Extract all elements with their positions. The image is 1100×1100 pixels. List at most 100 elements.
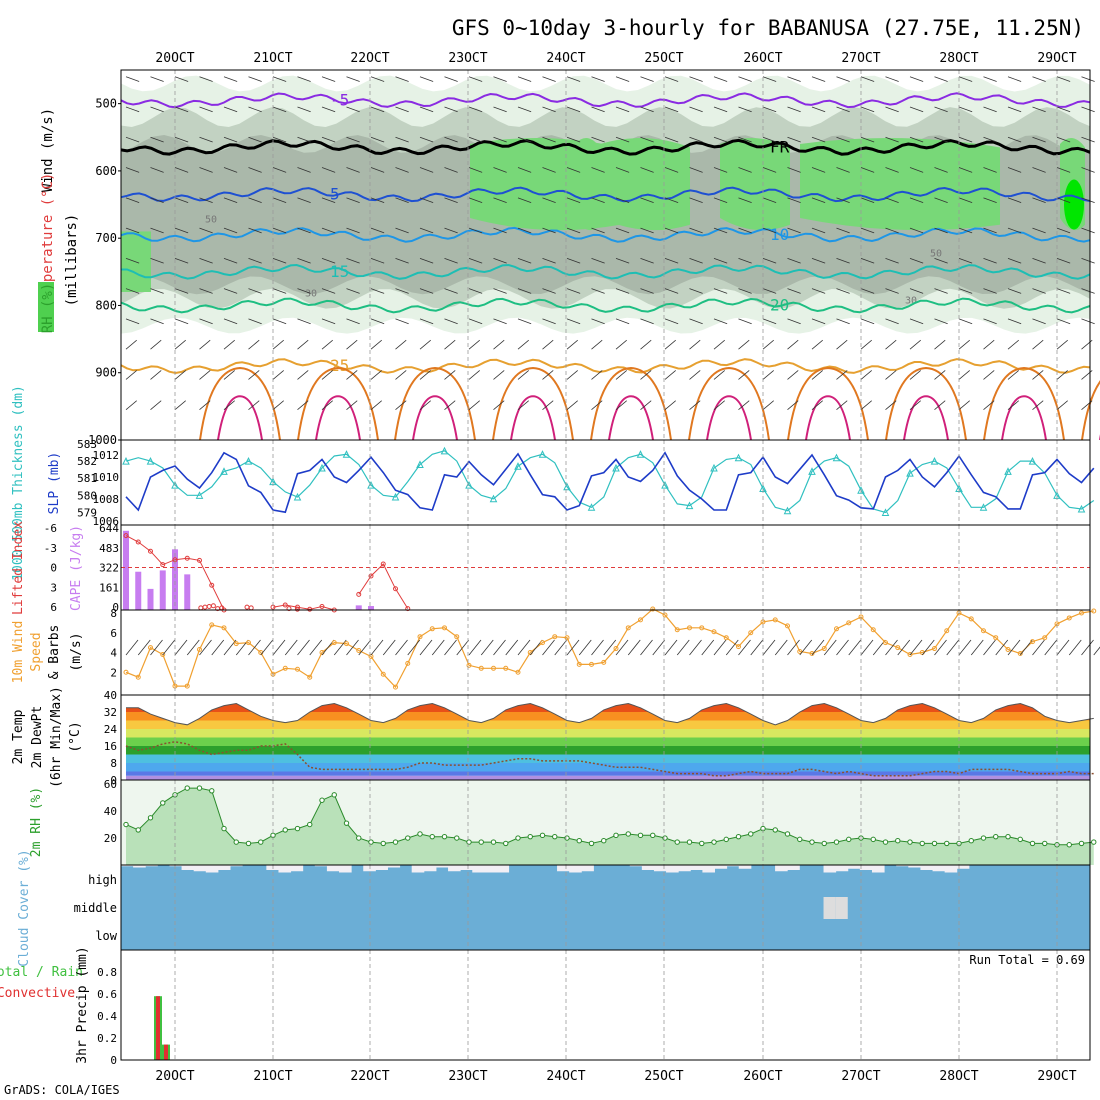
wind-barb <box>1007 167 1022 173</box>
rh-2m-point <box>846 836 852 843</box>
cloud-high-gap <box>496 865 510 873</box>
wind-speed-point <box>307 674 313 680</box>
isotherm-surface-lobe <box>199 367 281 441</box>
wind-barb <box>150 227 164 234</box>
wind-barb-10m <box>395 639 408 656</box>
wind-barb-10m <box>652 639 666 656</box>
thickness-tick-label: 583 <box>77 438 97 451</box>
wind-barb <box>909 167 924 173</box>
wind-barb <box>542 106 556 113</box>
wind-barb <box>640 136 654 143</box>
wind-barb <box>787 136 801 143</box>
wind-barb <box>248 167 262 173</box>
axis-label-temp: (6hr Min/Max) <box>49 686 64 788</box>
wind-barb <box>248 106 262 113</box>
isotherm-hot-lobe <box>315 395 361 441</box>
wind-barb <box>370 318 385 325</box>
cloud-high-gap <box>290 865 304 872</box>
rh-2m-point <box>1029 840 1036 847</box>
cloud-high-gap <box>193 865 207 872</box>
wind-barb <box>297 106 311 113</box>
wind-barb <box>885 227 899 234</box>
pressure-tick-label: 600 <box>95 164 117 178</box>
wind-barb <box>811 318 826 325</box>
wind-barb <box>223 76 238 82</box>
wind-barb <box>272 136 287 143</box>
wind-barb <box>125 318 140 325</box>
rh-2m-point <box>625 831 631 837</box>
wind-barb <box>174 106 189 113</box>
wind-speed-point <box>821 646 827 652</box>
wind-barb <box>199 167 213 173</box>
wind-barb <box>566 136 581 143</box>
rh-2m-point <box>405 835 411 841</box>
rh-contour-label: 50 <box>205 215 217 226</box>
wind-barb <box>811 76 826 82</box>
wind-speed-point <box>417 634 423 640</box>
rh-2m-point <box>735 833 742 840</box>
wind-barb-10m <box>284 639 298 656</box>
wind-barb <box>272 106 287 113</box>
wind-barb-10m <box>995 639 1009 656</box>
wind-barb <box>640 76 654 82</box>
date-label-bottom: 25OCT <box>644 1069 683 1084</box>
wind-barb <box>689 318 703 325</box>
wind-barb <box>738 318 752 325</box>
wind-barb <box>199 197 213 203</box>
date-label-top: 25OCT <box>644 51 683 66</box>
wind-barb <box>395 370 407 380</box>
thickness-point <box>832 453 841 462</box>
wind-barb <box>444 167 458 173</box>
wind-barb <box>958 227 973 234</box>
wind-barb <box>983 136 997 143</box>
wind-barb <box>860 400 872 411</box>
wind-barb <box>1032 400 1044 411</box>
wind-barb <box>150 106 164 113</box>
cloud-high-gap <box>375 865 388 870</box>
wind-barb <box>983 197 997 203</box>
precip-tick-label: 0.8 <box>97 966 117 979</box>
li-point <box>294 606 300 612</box>
wind-barb <box>370 339 382 350</box>
wind-barb-10m <box>186 639 200 656</box>
wind-barb <box>762 167 777 173</box>
wind-barb-10m <box>542 639 555 656</box>
cloud-high-gap <box>472 865 485 873</box>
wind-barb <box>566 370 578 380</box>
wind-barb <box>444 106 458 113</box>
wind-barb <box>909 106 924 113</box>
cloud-cover-panel: high middle low Cloud Cover (%) <box>17 849 1090 967</box>
wind-barb-10m <box>346 639 359 656</box>
rh-2m-point <box>895 838 901 844</box>
wind-barb-10m <box>419 639 433 656</box>
isotherm-hot-lobe <box>412 395 458 441</box>
thickness-point <box>538 450 547 458</box>
wind-barb <box>272 370 284 380</box>
wind-barb <box>1032 339 1044 350</box>
wind-barb <box>640 400 652 411</box>
wind-barb <box>1056 197 1071 203</box>
temp-color-band <box>126 763 1090 772</box>
thickness-point <box>220 467 228 475</box>
wind-speed-point <box>295 666 300 672</box>
cloud-high-gap <box>678 865 691 872</box>
wind-barb <box>125 136 140 143</box>
axis-label-li: Lifted Index <box>11 521 26 615</box>
rh-humid-area <box>720 138 790 231</box>
wind-barb-10m <box>946 639 960 656</box>
wind-barb <box>370 370 382 380</box>
wind-barb <box>321 339 333 350</box>
wind-barb <box>762 106 777 113</box>
wind-barb <box>787 76 801 82</box>
wind-barb <box>958 288 973 294</box>
temp-bands <box>126 703 1090 780</box>
wind-barb <box>787 288 801 294</box>
date-label-top: 29OCT <box>1037 51 1076 66</box>
wind-barb <box>762 288 777 294</box>
wind-barb <box>566 339 578 350</box>
thickness-point <box>979 503 988 511</box>
wind-barb <box>150 339 162 350</box>
pressure-tick-label: 500 <box>95 97 117 111</box>
axis-label-rh: RH (%) <box>40 283 56 334</box>
cloud-high-gap <box>908 865 921 868</box>
